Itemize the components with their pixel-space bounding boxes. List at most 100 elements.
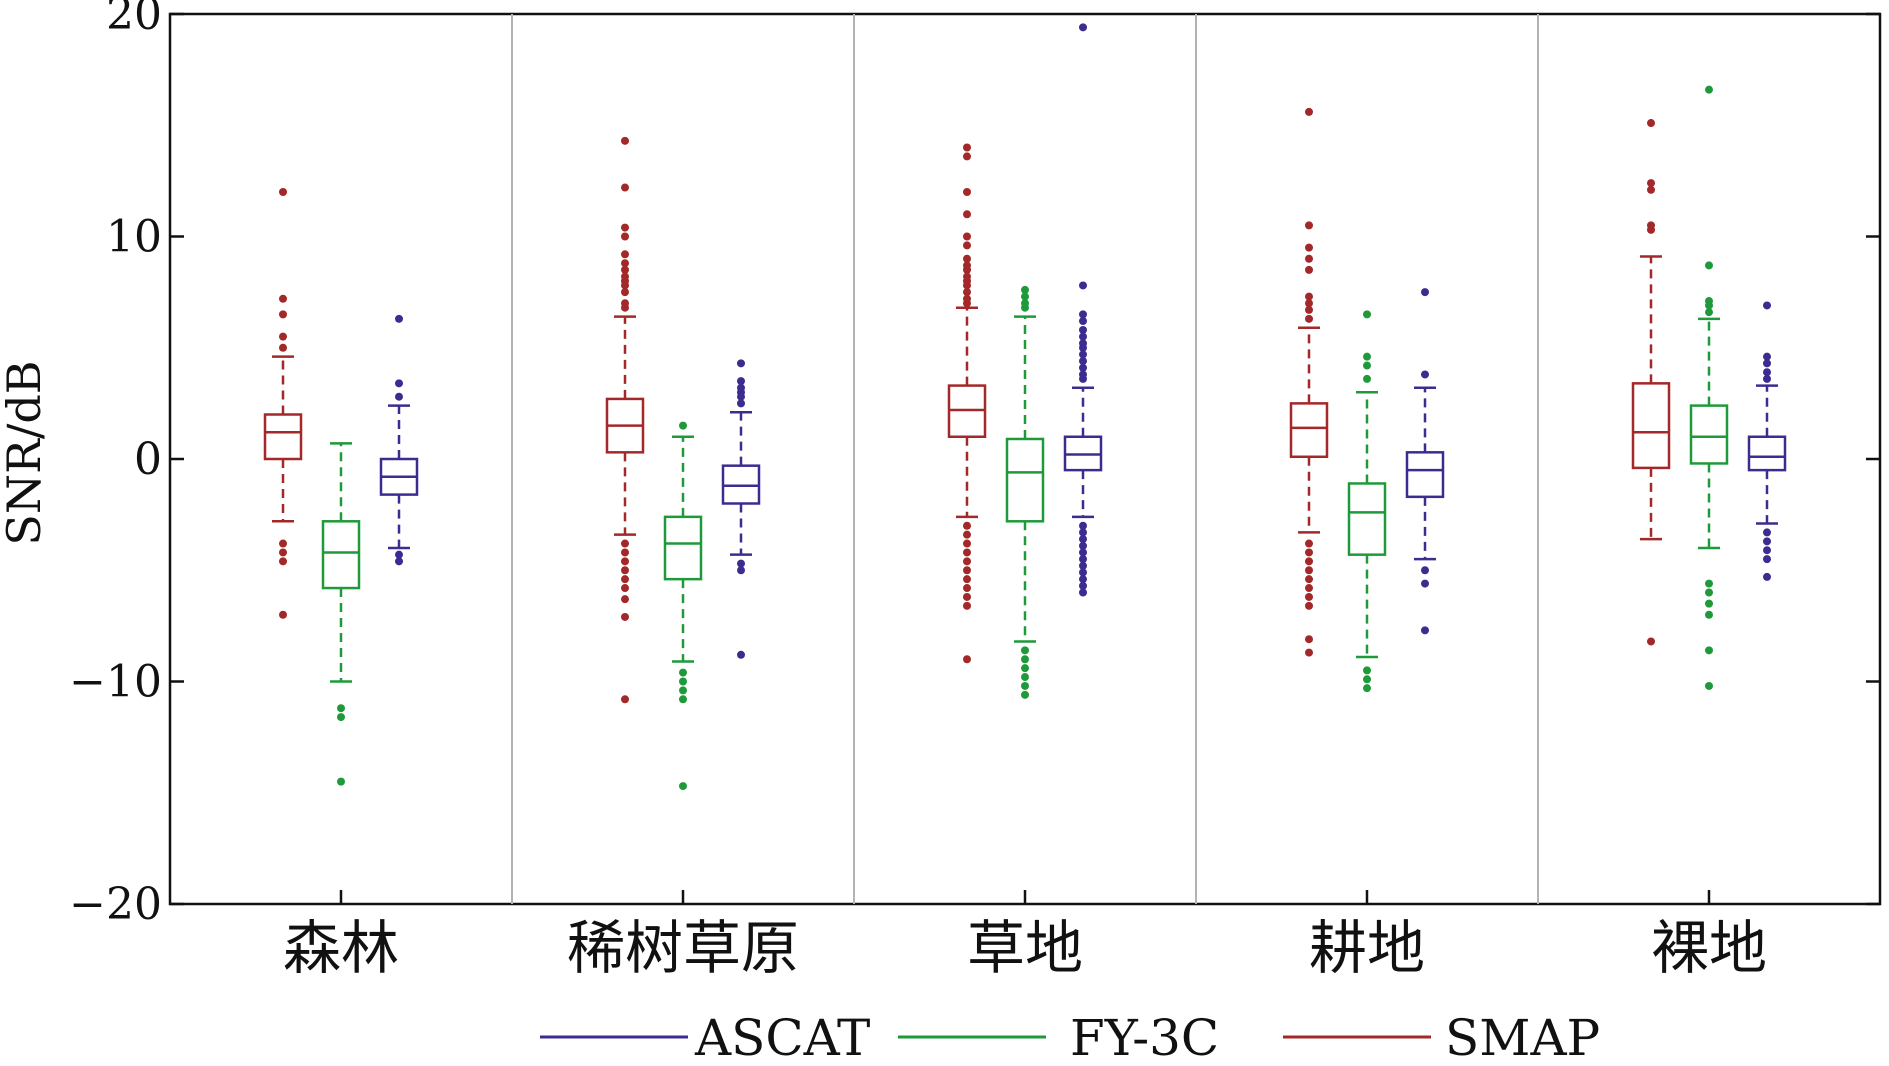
- outlier-point: [279, 310, 287, 319]
- outlier-point: [1363, 361, 1371, 370]
- box: [263, 413, 303, 461]
- outlier-point: [1305, 557, 1313, 566]
- outlier-point: [963, 575, 971, 584]
- outlier-point: [1363, 310, 1371, 319]
- outlier-point: [1079, 541, 1087, 550]
- outlier-point: [337, 777, 345, 786]
- outlier-point: [279, 610, 287, 619]
- outlier-point: [1021, 655, 1029, 664]
- outlier-point: [1079, 23, 1087, 32]
- outlier-point: [621, 595, 629, 604]
- outlier-point: [1079, 332, 1087, 341]
- outlier-point: [621, 584, 629, 593]
- outlier-point: [1763, 572, 1771, 581]
- outlier-point: [1705, 308, 1713, 317]
- outlier-point: [1079, 343, 1087, 352]
- outlier-point: [1079, 281, 1087, 290]
- y-tick-label: 0: [134, 434, 162, 485]
- outlier-point: [279, 539, 287, 548]
- outlier-point: [963, 601, 971, 610]
- outlier-point: [679, 686, 687, 695]
- outlier-point: [963, 530, 971, 539]
- outlier-point: [679, 421, 687, 430]
- x-category-label: 稀树草原: [567, 914, 799, 982]
- outlier-point: [1305, 265, 1313, 274]
- outlier-point: [1363, 666, 1371, 675]
- legend-label: FY-3C: [1070, 1009, 1219, 1066]
- outlier-point: [1079, 310, 1087, 319]
- outlier-point: [963, 592, 971, 601]
- y-axis-label: SNR/dB: [0, 360, 51, 545]
- outlier-point: [1705, 681, 1713, 690]
- outlier-point: [1079, 575, 1087, 584]
- outlier-point: [621, 183, 629, 192]
- outlier-point: [1763, 546, 1771, 555]
- outlier-point: [963, 210, 971, 219]
- outlier-point: [1705, 579, 1713, 588]
- outlier-point: [621, 303, 629, 312]
- outlier-point: [1021, 673, 1029, 682]
- outlier-point: [1305, 299, 1313, 308]
- x-category-label: 草地: [967, 914, 1083, 982]
- outlier-point: [621, 695, 629, 704]
- outlier-point: [1421, 566, 1429, 575]
- outlier-point: [1021, 303, 1029, 312]
- outlier-point: [1363, 684, 1371, 693]
- y-tick-label: −20: [69, 879, 162, 930]
- outlier-point: [337, 704, 345, 713]
- outlier-point: [621, 281, 629, 290]
- y-tick-label: 20: [106, 0, 162, 40]
- outlier-point: [621, 548, 629, 557]
- outlier-point: [1079, 357, 1087, 366]
- outlier-point: [1079, 555, 1087, 564]
- outlier-point: [1647, 185, 1655, 194]
- outlier-point: [621, 223, 629, 232]
- outlier-point: [1421, 288, 1429, 297]
- outlier-point: [1705, 599, 1713, 608]
- legend: ASCAT FY-3C SMAP: [540, 1009, 1600, 1066]
- outlier-point: [737, 566, 745, 575]
- outlier-point: [1305, 107, 1313, 116]
- outlier-point: [1421, 370, 1429, 379]
- outlier-point: [621, 288, 629, 297]
- outlier-point: [1705, 85, 1713, 94]
- y-axis-label-group: SNR/dB: [0, 360, 51, 545]
- box: [1289, 402, 1329, 459]
- box: [663, 515, 703, 581]
- outlier-point: [1705, 261, 1713, 270]
- box: [1631, 382, 1671, 470]
- outlier-point: [621, 250, 629, 259]
- outlier-point: [1421, 579, 1429, 588]
- outlier-point: [737, 359, 745, 368]
- outlier-point: [621, 265, 629, 274]
- outlier-point: [1079, 535, 1087, 544]
- legend-label: SMAP: [1445, 1009, 1600, 1066]
- outlier-point: [1305, 254, 1313, 263]
- box: [321, 520, 361, 590]
- outlier-point: [1647, 225, 1655, 234]
- outlier-point: [963, 584, 971, 593]
- outlier-point: [737, 377, 745, 386]
- outlier-point: [963, 265, 971, 274]
- outlier-point: [963, 548, 971, 557]
- outlier-point: [963, 557, 971, 566]
- outlier-point: [1079, 561, 1087, 570]
- y-tick-label: −10: [69, 657, 162, 708]
- outlier-point: [1305, 305, 1313, 314]
- outlier-point: [963, 521, 971, 530]
- x-category-label: 裸地: [1651, 914, 1767, 982]
- outlier-point: [1021, 681, 1029, 690]
- outlier-point: [1763, 537, 1771, 546]
- outlier-point: [1079, 568, 1087, 577]
- outlier-point: [963, 539, 971, 548]
- outlier-point: [1763, 359, 1771, 368]
- outlier-point: [279, 294, 287, 303]
- outlier-point: [1305, 584, 1313, 593]
- outlier-point: [1305, 292, 1313, 301]
- outlier-point: [1021, 664, 1029, 673]
- outlier-point: [1763, 368, 1771, 377]
- outlier-point: [395, 392, 403, 401]
- outlier-point: [963, 566, 971, 575]
- outlier-point: [1021, 690, 1029, 699]
- outlier-point: [679, 695, 687, 704]
